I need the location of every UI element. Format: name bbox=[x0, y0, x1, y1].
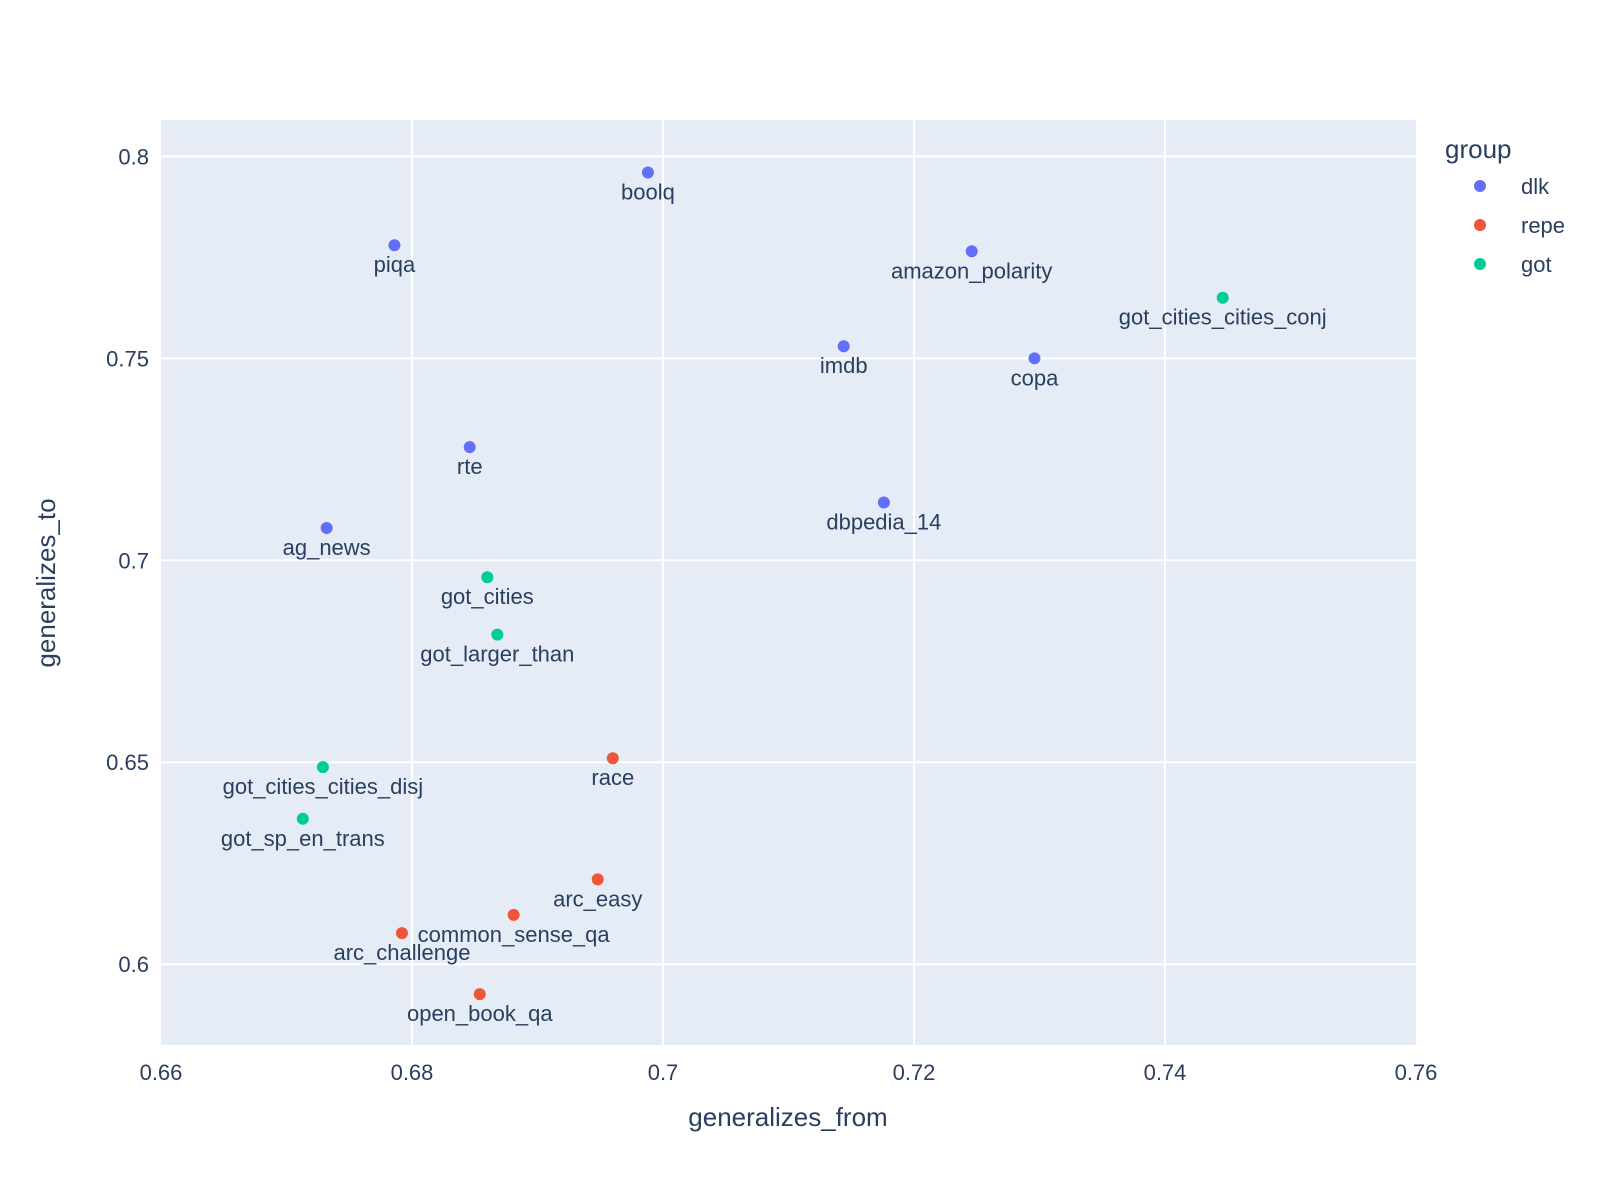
y-gridlines bbox=[161, 155, 1416, 966]
data-point-dlk[interactable] bbox=[320, 521, 333, 534]
legend[interactable]: group dlk repe got bbox=[1445, 134, 1565, 277]
legend-item-got[interactable]: got bbox=[1521, 252, 1552, 277]
data-points[interactable] bbox=[296, 166, 1229, 1001]
legend-marker-dlk[interactable] bbox=[1474, 180, 1486, 192]
data-point-dlk[interactable] bbox=[388, 239, 401, 252]
data-point-got[interactable] bbox=[481, 571, 494, 584]
y-tick-label: 0.6 bbox=[118, 952, 149, 977]
point-label: piqa bbox=[374, 252, 416, 277]
x-tick-label: 0.66 bbox=[140, 1060, 183, 1085]
x-tick-label: 0.7 bbox=[648, 1060, 679, 1085]
point-label: arc_easy bbox=[553, 886, 642, 911]
y-tick-label: 0.65 bbox=[106, 750, 149, 775]
x-tick-label: 0.68 bbox=[391, 1060, 434, 1085]
data-point-dlk[interactable] bbox=[641, 166, 654, 179]
data-point-repe[interactable] bbox=[507, 908, 520, 921]
x-tick-label: 0.76 bbox=[1395, 1060, 1438, 1085]
point-label: amazon_polarity bbox=[891, 258, 1052, 283]
legend-marker-repe[interactable] bbox=[1474, 219, 1486, 231]
point-label: got_sp_en_trans bbox=[221, 826, 385, 851]
point-label: imdb bbox=[820, 353, 868, 378]
y-tick-label: 0.7 bbox=[118, 548, 149, 573]
legend-marker-got[interactable] bbox=[1474, 258, 1486, 270]
data-point-got[interactable] bbox=[296, 812, 309, 825]
point-label: got_cities_cities_disj bbox=[223, 774, 424, 799]
data-point-repe[interactable] bbox=[606, 752, 619, 765]
point-label: got_cities bbox=[441, 584, 534, 609]
plot-background bbox=[161, 120, 1416, 1045]
data-point-dlk[interactable] bbox=[837, 340, 850, 353]
x-tick-labels: 0.66 0.68 0.7 0.72 0.74 0.76 bbox=[140, 1060, 1438, 1085]
point-label: ag_news bbox=[283, 535, 371, 560]
point-label: got_larger_than bbox=[420, 642, 574, 667]
data-point-dlk[interactable] bbox=[1028, 352, 1041, 365]
legend-item-repe[interactable]: repe bbox=[1521, 213, 1565, 238]
point-label: rte bbox=[457, 454, 483, 479]
point-label: copa bbox=[1011, 365, 1059, 390]
data-point-repe[interactable] bbox=[395, 927, 408, 940]
data-point-got[interactable] bbox=[1216, 291, 1229, 304]
data-point-repe[interactable] bbox=[473, 988, 486, 1001]
data-point-dlk[interactable] bbox=[463, 441, 476, 454]
data-point-got[interactable] bbox=[491, 628, 504, 641]
point-label: common_sense_qa bbox=[418, 922, 611, 947]
x-tick-label: 0.72 bbox=[893, 1060, 936, 1085]
data-point-repe[interactable] bbox=[591, 873, 604, 886]
point-label: race bbox=[591, 765, 634, 790]
y-tick-labels: 0.6 0.65 0.7 0.75 0.8 bbox=[106, 144, 149, 977]
y-tick-label: 0.75 bbox=[106, 346, 149, 371]
legend-title: group bbox=[1445, 134, 1512, 164]
point-label: arc_challenge bbox=[333, 940, 470, 965]
x-tick-label: 0.74 bbox=[1144, 1060, 1187, 1085]
data-point-dlk[interactable] bbox=[877, 496, 890, 509]
data-point-got[interactable] bbox=[316, 761, 329, 774]
point-label: boolq bbox=[621, 180, 675, 205]
point-label: got_cities_cities_conj bbox=[1119, 305, 1327, 330]
legend-item-dlk[interactable]: dlk bbox=[1521, 174, 1550, 199]
y-axis-title: generalizes_to bbox=[31, 498, 61, 667]
point-label: open_book_qa bbox=[407, 1001, 553, 1026]
x-axis-title: generalizes_from bbox=[688, 1102, 887, 1132]
point-label: dbpedia_14 bbox=[826, 510, 941, 535]
data-point-dlk[interactable] bbox=[965, 245, 978, 258]
x-gridlines bbox=[411, 120, 1166, 1045]
y-tick-label: 0.8 bbox=[118, 144, 149, 169]
